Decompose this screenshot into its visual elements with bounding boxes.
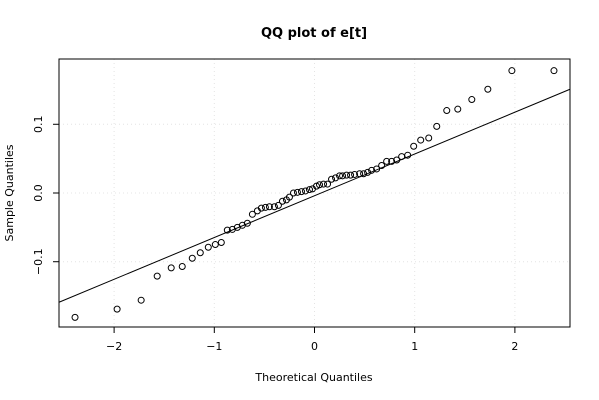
data-point bbox=[324, 180, 332, 188]
data-point bbox=[388, 157, 396, 165]
y-tick-label: 0.1 bbox=[32, 116, 45, 133]
data-point bbox=[196, 249, 204, 257]
data-point bbox=[328, 175, 336, 183]
y-tick-label: −0.1 bbox=[32, 248, 45, 275]
data-point bbox=[443, 107, 451, 115]
data-point bbox=[305, 186, 313, 194]
data-point bbox=[261, 203, 269, 211]
data-point bbox=[364, 168, 372, 176]
data-point bbox=[410, 142, 418, 150]
x-tick-label: −2 bbox=[106, 340, 122, 353]
x-tick-label: 0 bbox=[311, 340, 318, 353]
data-point bbox=[301, 187, 309, 195]
data-point bbox=[484, 85, 492, 93]
data-point bbox=[289, 189, 297, 197]
data-points bbox=[71, 67, 558, 321]
data-point bbox=[468, 96, 476, 104]
data-point bbox=[393, 156, 401, 164]
data-point bbox=[223, 226, 231, 234]
data-point bbox=[137, 296, 145, 304]
data-point bbox=[278, 197, 286, 205]
data-point bbox=[417, 136, 425, 144]
data-point bbox=[404, 151, 412, 159]
x-tick-label: 2 bbox=[511, 340, 518, 353]
data-point bbox=[113, 305, 121, 313]
y-axis: −0.1 0.0 0.1 bbox=[32, 116, 60, 275]
data-point bbox=[274, 201, 282, 209]
data-point bbox=[270, 203, 278, 211]
data-point bbox=[351, 170, 359, 178]
data-point bbox=[178, 263, 186, 271]
y-axis-label: Sample Quantiles bbox=[3, 144, 16, 241]
qq-reference-line bbox=[58, 88, 571, 303]
data-point bbox=[378, 162, 386, 170]
y-tick-label: 0.0 bbox=[32, 184, 45, 202]
data-point bbox=[373, 165, 381, 173]
data-point bbox=[332, 174, 340, 182]
data-point bbox=[285, 193, 293, 201]
chart-title: QQ plot of e[t] bbox=[261, 26, 367, 41]
data-point bbox=[339, 172, 347, 180]
data-point bbox=[211, 241, 219, 249]
data-point bbox=[320, 180, 328, 188]
data-point bbox=[153, 272, 161, 280]
data-point bbox=[508, 67, 516, 75]
x-tick-label: 1 bbox=[411, 340, 418, 353]
data-point bbox=[243, 219, 251, 227]
data-point bbox=[454, 105, 462, 113]
data-point bbox=[297, 188, 305, 196]
data-point bbox=[71, 313, 79, 321]
data-point bbox=[356, 170, 364, 178]
data-point bbox=[360, 170, 368, 178]
data-point bbox=[265, 203, 273, 211]
data-point bbox=[368, 166, 376, 174]
data-point bbox=[248, 210, 256, 218]
data-point bbox=[425, 134, 433, 142]
data-point bbox=[398, 153, 406, 161]
data-point bbox=[293, 188, 301, 196]
data-point bbox=[167, 264, 175, 272]
data-point bbox=[188, 254, 196, 262]
data-point bbox=[217, 238, 225, 246]
data-point bbox=[204, 243, 212, 251]
data-point bbox=[550, 67, 558, 75]
data-point bbox=[383, 157, 391, 165]
data-point bbox=[336, 172, 344, 180]
grid-lines bbox=[59, 59, 570, 327]
data-point bbox=[316, 181, 324, 189]
data-point bbox=[343, 171, 351, 179]
x-axis-label: Theoretical Quantiles bbox=[254, 371, 372, 384]
data-point bbox=[257, 204, 265, 212]
x-tick-label: −1 bbox=[206, 340, 222, 353]
x-axis: −2 −1 0 1 2 bbox=[106, 326, 518, 353]
data-point bbox=[433, 122, 441, 130]
data-point bbox=[347, 171, 355, 179]
reference-line-layer bbox=[58, 88, 571, 303]
